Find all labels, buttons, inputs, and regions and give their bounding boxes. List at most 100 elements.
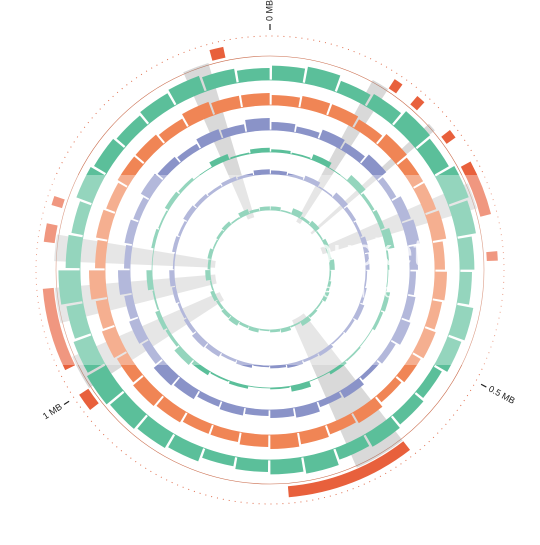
track-bar — [326, 413, 356, 435]
track-bar — [366, 94, 402, 125]
track-baseline — [79, 79, 461, 461]
watermark-band — [0, 175, 540, 365]
track-bar — [401, 295, 416, 321]
track-bar — [290, 322, 301, 328]
track-bar — [286, 360, 304, 369]
track-bar — [322, 291, 330, 302]
track-bar — [140, 173, 163, 199]
track-bar — [270, 386, 290, 390]
track-bar — [205, 270, 211, 281]
track-bar — [133, 376, 163, 406]
track-bar — [270, 364, 287, 369]
highlight-segment — [441, 129, 456, 144]
track-bar — [95, 239, 108, 269]
track-bar — [303, 449, 339, 474]
track-bar — [346, 175, 366, 194]
track-baseline — [151, 151, 389, 389]
track-bar — [196, 129, 222, 149]
track-bar — [416, 138, 449, 175]
track-bar — [290, 381, 312, 392]
highlight-segment — [410, 96, 425, 111]
track-bar — [291, 152, 311, 160]
track-bar — [425, 210, 447, 242]
track-bar — [177, 220, 187, 237]
track-bar — [194, 193, 209, 208]
track-bar — [158, 118, 188, 143]
track-bar — [397, 157, 424, 188]
track-bar — [304, 66, 341, 92]
track-bar — [221, 308, 231, 319]
track-bar — [178, 177, 194, 194]
track-bar — [319, 129, 345, 149]
track-bar — [117, 156, 144, 187]
track-bar — [140, 93, 175, 124]
track-bar — [58, 270, 83, 305]
track-bar — [151, 228, 160, 249]
track-bar — [248, 326, 259, 333]
track-bar — [168, 75, 205, 105]
track-bar — [172, 236, 180, 253]
track-bar — [259, 329, 270, 332]
track-bar — [353, 221, 363, 237]
track-bar — [182, 101, 214, 127]
track-bar — [280, 326, 292, 333]
track-bar — [205, 343, 222, 357]
track-bar — [76, 166, 106, 204]
track-bar — [212, 239, 218, 249]
axis-tick — [63, 400, 70, 406]
track-bar — [377, 341, 396, 364]
track-bar — [101, 326, 127, 358]
track-bar — [95, 298, 115, 329]
track-bar — [238, 322, 249, 329]
track-bar — [335, 435, 370, 460]
track-bar — [129, 318, 149, 344]
track-bar — [209, 280, 214, 291]
track-bar — [402, 219, 420, 246]
track-bar — [228, 380, 249, 389]
track-bar — [219, 401, 245, 416]
track-bar — [365, 416, 400, 447]
track-bar — [65, 234, 83, 269]
track-bar — [435, 166, 469, 205]
track-bar — [303, 175, 321, 187]
track-bar — [116, 115, 148, 147]
track-bar — [294, 402, 320, 418]
track-bar — [124, 244, 133, 269]
tick-ring — [55, 55, 485, 485]
highlight-segment — [209, 46, 226, 61]
track-bar — [377, 134, 407, 164]
track-bar — [239, 432, 269, 447]
highlight-segment — [388, 79, 403, 94]
track-bar — [216, 229, 224, 240]
track-bar — [413, 183, 437, 214]
track-bar — [207, 248, 214, 259]
track-bar — [220, 353, 237, 363]
track-bar — [135, 134, 164, 163]
track-bar — [153, 360, 179, 386]
track-bar — [326, 249, 332, 260]
track-bar — [182, 413, 213, 434]
track-bar — [309, 220, 320, 232]
track-bar — [396, 353, 421, 383]
axis-tick-label: 1 MB — [41, 401, 64, 421]
track-bar — [202, 68, 237, 91]
track-bar — [329, 270, 332, 281]
track-bar — [425, 300, 443, 330]
track-bar — [270, 457, 304, 475]
track-bar — [197, 391, 221, 407]
track-bar — [361, 193, 375, 211]
track-bar — [241, 93, 270, 108]
track-bar — [360, 236, 370, 254]
track-bar — [124, 219, 139, 245]
track-bar — [413, 327, 436, 359]
track-bar — [177, 143, 200, 162]
track-bar — [318, 344, 334, 357]
track-bar — [415, 366, 442, 398]
track-bar — [392, 393, 424, 425]
track-bar — [118, 270, 132, 295]
track-bar — [94, 138, 125, 174]
track-bar — [177, 303, 187, 319]
track-bar — [124, 294, 138, 320]
track-bar — [173, 377, 199, 400]
